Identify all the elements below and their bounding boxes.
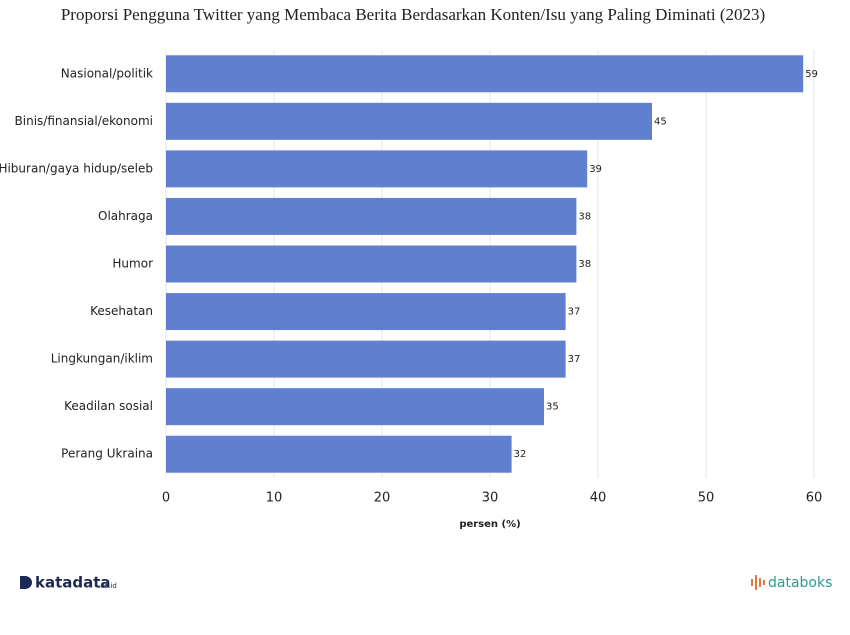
y-tick-label: Perang Ukraina bbox=[61, 447, 153, 461]
value-label: 39 bbox=[589, 164, 602, 175]
bar bbox=[166, 293, 566, 331]
bar bbox=[166, 435, 512, 473]
katadata-icon bbox=[25, 576, 32, 589]
x-tick-label: 30 bbox=[482, 491, 499, 506]
brand-left: katadata bbox=[35, 574, 111, 592]
bar bbox=[166, 388, 544, 426]
y-tick-label: Nasional/politik bbox=[61, 66, 153, 80]
bar bbox=[166, 340, 566, 378]
x-axis-label: persen (%) bbox=[459, 519, 520, 530]
bar bbox=[166, 245, 577, 283]
value-label: 38 bbox=[578, 211, 591, 222]
x-tick-label: 50 bbox=[698, 491, 715, 506]
y-tick-label: Olahraga bbox=[98, 209, 153, 223]
x-tick-label: 0 bbox=[162, 491, 170, 506]
y-tick-label: Hiburan/gaya hidup/seleb bbox=[0, 161, 153, 175]
value-label: 37 bbox=[568, 354, 581, 365]
value-label: 35 bbox=[546, 402, 559, 413]
y-tick-label: Lingkungan/iklim bbox=[51, 352, 153, 366]
y-tick-label: Humor bbox=[112, 257, 153, 271]
katadata-icon bbox=[20, 576, 25, 589]
brand-left-suffix: .co.id bbox=[98, 582, 117, 590]
x-tick-label: 60 bbox=[806, 491, 823, 506]
bar bbox=[166, 102, 652, 140]
value-label: 45 bbox=[654, 116, 667, 127]
x-tick-label: 40 bbox=[590, 491, 607, 506]
databoks-icon bbox=[751, 575, 765, 590]
bar bbox=[166, 197, 577, 235]
y-tick-label: Kesehatan bbox=[90, 304, 153, 318]
value-label: 37 bbox=[568, 307, 581, 318]
chart-title: Proporsi Pengguna Twitter yang Membaca B… bbox=[61, 5, 765, 24]
value-label: 38 bbox=[578, 259, 591, 270]
x-tick-label: 10 bbox=[266, 491, 283, 506]
y-tick-label: Keadilan sosial bbox=[64, 399, 153, 413]
value-label: 32 bbox=[514, 449, 527, 460]
bar bbox=[166, 150, 588, 188]
bar bbox=[166, 55, 804, 93]
value-label: 59 bbox=[805, 69, 818, 80]
y-tick-label: Binis/finansial/ekonomi bbox=[15, 114, 153, 128]
x-tick-label: 20 bbox=[374, 491, 391, 506]
brand-right: databoks bbox=[768, 575, 832, 591]
